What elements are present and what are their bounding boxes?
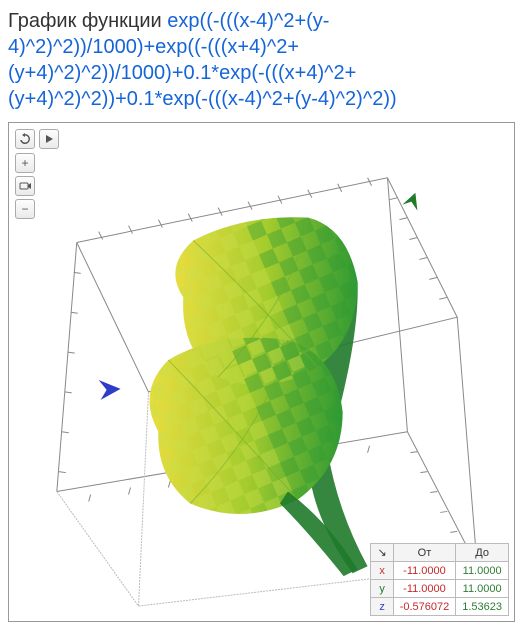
page-title: График функции exp((-(((x-4)^2+(y-4)^2)^… xyxy=(8,8,517,112)
toolbar-column: + − xyxy=(15,153,35,219)
range-row: x-11.000011.0000 xyxy=(371,562,509,580)
play-button[interactable] xyxy=(39,129,59,149)
range-axis-label: z xyxy=(371,598,393,616)
range-from-cell[interactable]: -11.0000 xyxy=(393,580,456,598)
range-from-cell[interactable]: -11.0000 xyxy=(393,562,456,580)
zoom-in-button[interactable]: + xyxy=(15,153,35,173)
range-to-cell[interactable]: 11.0000 xyxy=(456,562,509,580)
axis-z-arrow xyxy=(99,380,121,400)
plot-3d-container[interactable]: + − ↘ От До x-11.000011.0000y-11.000011.… xyxy=(8,122,515,622)
range-axis-label: y xyxy=(371,580,393,598)
toolbar-row xyxy=(15,129,59,149)
range-axis-label: x xyxy=(371,562,393,580)
reset-view-button[interactable] xyxy=(15,129,35,149)
range-to-cell[interactable]: 11.0000 xyxy=(456,580,509,598)
range-corner[interactable]: ↘ xyxy=(371,544,393,562)
range-header-from: От xyxy=(393,544,456,562)
range-from-cell[interactable]: -0.576072 xyxy=(393,598,456,616)
axis-y-arrow xyxy=(402,193,417,211)
title-prefix: График функции xyxy=(8,10,167,32)
range-row: z-0.5760721.53623 xyxy=(371,598,509,616)
range-header-to: До xyxy=(456,544,509,562)
camera-button[interactable] xyxy=(15,176,35,196)
range-to-cell[interactable]: 1.53623 xyxy=(456,598,509,616)
axis-range-table: ↘ От До x-11.000011.0000y-11.000011.0000… xyxy=(370,543,509,616)
zoom-out-button[interactable]: − xyxy=(15,199,35,219)
range-row: y-11.000011.0000 xyxy=(371,580,509,598)
